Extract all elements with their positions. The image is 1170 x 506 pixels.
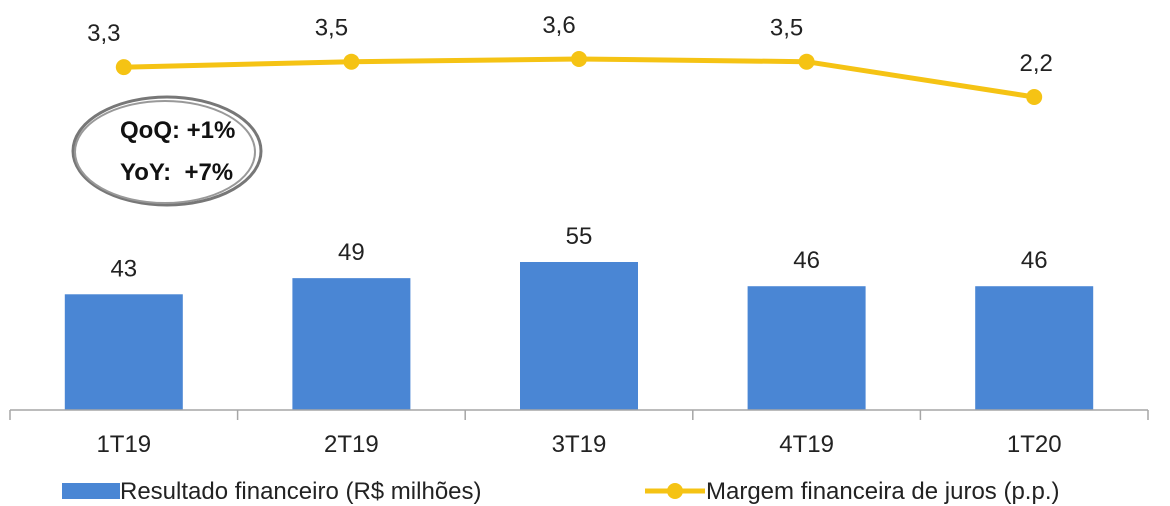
bar-data-label: 46 — [793, 247, 820, 274]
bar — [747, 286, 866, 410]
legend-line-marker — [667, 483, 683, 499]
annotation-yoy: YoY: +7% — [120, 159, 233, 186]
annotation-ellipse-inner — [74, 100, 256, 204]
legend-line-label: Margem financeira de juros (p.p.) — [706, 478, 1059, 505]
bar — [292, 278, 411, 410]
bar — [520, 262, 638, 410]
x-axis: 1T19 2T19 3T19 4T19 1T20 — [9, 409, 1149, 458]
line-point — [115, 59, 132, 76]
line-point — [798, 53, 815, 70]
bar-data-label: 43 — [110, 255, 137, 282]
x-tick-label: 4T19 — [779, 431, 834, 458]
line-point — [1026, 89, 1043, 105]
bar — [975, 286, 1094, 410]
line-point — [343, 53, 360, 70]
legend-bar-label: Resultado financeiro (R$ milhões) — [120, 478, 482, 505]
annotation: QoQ: +1% YoY: +7% — [71, 95, 263, 207]
line-point — [571, 51, 587, 67]
line-data-label: 3,6 — [542, 12, 575, 39]
line-data-label: 3,3 — [87, 20, 120, 47]
line-data-label: 3,5 — [315, 15, 348, 42]
bar-data-label: 46 — [1021, 247, 1048, 274]
x-tick-label: 1T19 — [96, 431, 151, 458]
annotation-qoq: QoQ: +1% — [120, 117, 235, 144]
bars-layer: 43 49 55 46 46 — [64, 223, 1094, 410]
line-layer: 3,3 3,5 3,6 3,5 2,2 — [87, 12, 1053, 105]
x-tick-label: 3T19 — [552, 431, 607, 458]
line-data-label: 2,2 — [1020, 50, 1053, 77]
legend: Resultado financeiro (R$ milhões) Margem… — [62, 478, 1059, 505]
x-tick-label: 1T20 — [1007, 431, 1062, 458]
annotation-ellipse — [71, 95, 263, 207]
line-data-label: 3,5 — [770, 15, 803, 42]
x-tick-label: 2T19 — [324, 431, 379, 458]
legend-bar-swatch — [62, 483, 120, 499]
bar-data-label: 49 — [338, 239, 365, 266]
bar — [64, 294, 183, 410]
bar-data-label: 55 — [566, 223, 593, 250]
